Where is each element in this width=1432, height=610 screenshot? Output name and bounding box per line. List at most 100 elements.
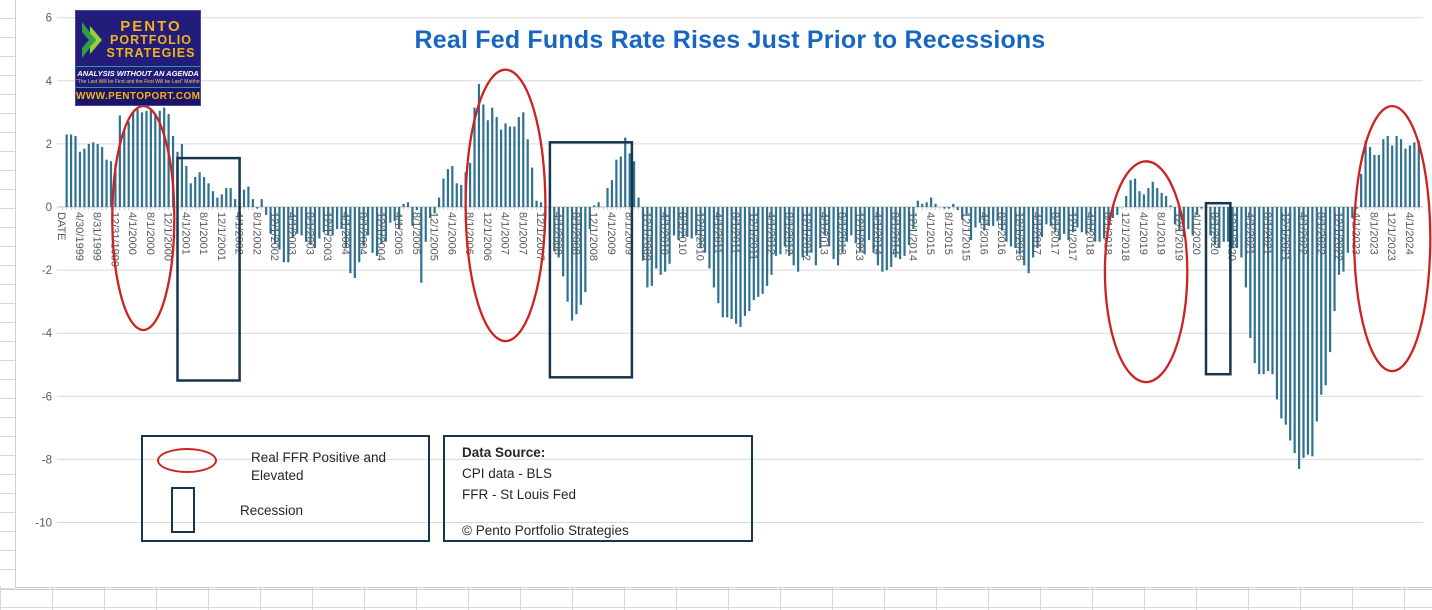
bar (367, 207, 370, 236)
x-tick-label: 8/1/2000 (144, 212, 156, 255)
bar (1368, 147, 1372, 208)
bar (726, 207, 729, 318)
x-tick-label: 12/1/2012 (800, 212, 812, 261)
x-tick-label: 8/1/2011 (729, 212, 741, 254)
logo-name: PENTO PORTFOLIO STRATEGIES (106, 19, 196, 60)
bar (1289, 207, 1292, 441)
bar (584, 207, 587, 293)
bar (659, 207, 662, 275)
bar (171, 136, 175, 207)
x-tick-label: 8/1/2022 (1314, 212, 1326, 255)
bar (1116, 207, 1119, 215)
y-tick-label: -10 (35, 518, 52, 530)
bar (1036, 207, 1039, 249)
bar (1244, 207, 1247, 288)
bar (105, 159, 108, 208)
bar (273, 207, 277, 244)
x-tick-label: 8/1/2017 (1048, 212, 1060, 255)
bar (424, 207, 427, 242)
data-source-box: Data Source: CPI data - BLS FFR - St Lou… (443, 435, 753, 542)
bar (615, 159, 618, 208)
bar (1102, 207, 1106, 239)
x-tick-label: 4/1/2007 (499, 212, 511, 255)
bar (770, 207, 773, 275)
bar (703, 207, 707, 253)
x-tick-label: 4/1/2010 (658, 212, 670, 255)
x-tick-label: 4/1/2009 (605, 212, 617, 255)
bar (721, 207, 724, 318)
bar (570, 207, 574, 321)
bar (624, 137, 627, 207)
bar (610, 180, 614, 207)
bar (282, 207, 285, 263)
bar (318, 207, 321, 239)
logo-verse: "The Last Will be First and the First Wi… (76, 79, 200, 85)
bar (637, 197, 640, 207)
bar (961, 207, 964, 220)
bar (992, 207, 995, 226)
x-tick-label: 12/1/2001 (215, 212, 227, 261)
bar (832, 207, 835, 260)
bar (344, 207, 348, 249)
bar (451, 165, 454, 208)
bar (907, 207, 911, 245)
bar (1089, 207, 1092, 233)
bar (779, 207, 782, 255)
bar (690, 207, 693, 239)
bar (1049, 207, 1052, 226)
bar (446, 169, 450, 207)
bar (916, 200, 919, 207)
bar (1271, 207, 1274, 375)
bar (1382, 139, 1385, 207)
bar (1324, 207, 1327, 386)
bar (287, 207, 290, 263)
bar (934, 203, 937, 207)
bar (1164, 195, 1168, 207)
bar (1151, 181, 1154, 207)
bar (1249, 207, 1252, 338)
bar (1413, 142, 1416, 207)
bar (748, 207, 751, 312)
bar (1346, 207, 1349, 253)
bar (974, 207, 977, 228)
x-tick-label: 8/1/2012 (782, 212, 794, 255)
bar (743, 207, 747, 316)
bar (593, 205, 596, 207)
bar (101, 147, 104, 208)
bar (1391, 145, 1394, 207)
recession-box (548, 141, 634, 379)
y-tick-label: -2 (42, 265, 52, 277)
bar (1085, 207, 1088, 234)
bar (872, 207, 875, 253)
x-tick-label: 4/1/2018 (1084, 212, 1096, 255)
x-tick-label: 8/1/2004 (357, 212, 369, 255)
bar (890, 207, 893, 267)
bar (1253, 207, 1256, 364)
x-tick-label: 4/1/2001 (179, 212, 191, 255)
x-tick-label: 8/31/1999 (91, 212, 103, 261)
bar (1147, 188, 1150, 207)
y-tick-label: 0 (46, 202, 52, 214)
x-tick-label: 12/1/2014 (906, 212, 918, 261)
bar (588, 207, 591, 230)
bar (415, 207, 418, 211)
bar (296, 207, 299, 234)
x-tick-label: 8/1/2014 (889, 212, 901, 255)
bar (1054, 207, 1057, 233)
bar (1231, 207, 1234, 249)
bar (149, 109, 152, 207)
bar (1023, 207, 1026, 266)
bar (202, 177, 206, 207)
logo-tagline: ANALYSIS WITHOUT AN AGENDA (76, 66, 200, 78)
bar (517, 117, 520, 207)
pento-logo: PENTO PORTFOLIO STRATEGIES ANALYSIS WITH… (75, 10, 201, 106)
x-tick-label: 12/1/2004 (374, 212, 386, 261)
bar (1169, 205, 1172, 207)
bar (903, 207, 906, 256)
bar (1040, 207, 1044, 237)
bar (371, 207, 374, 253)
x-tick-label: 8/1/2020 (1208, 212, 1220, 255)
bar (606, 188, 609, 207)
x-tick-label: 8/1/2001 (197, 212, 209, 255)
x-tick-label: DATE (55, 212, 67, 241)
